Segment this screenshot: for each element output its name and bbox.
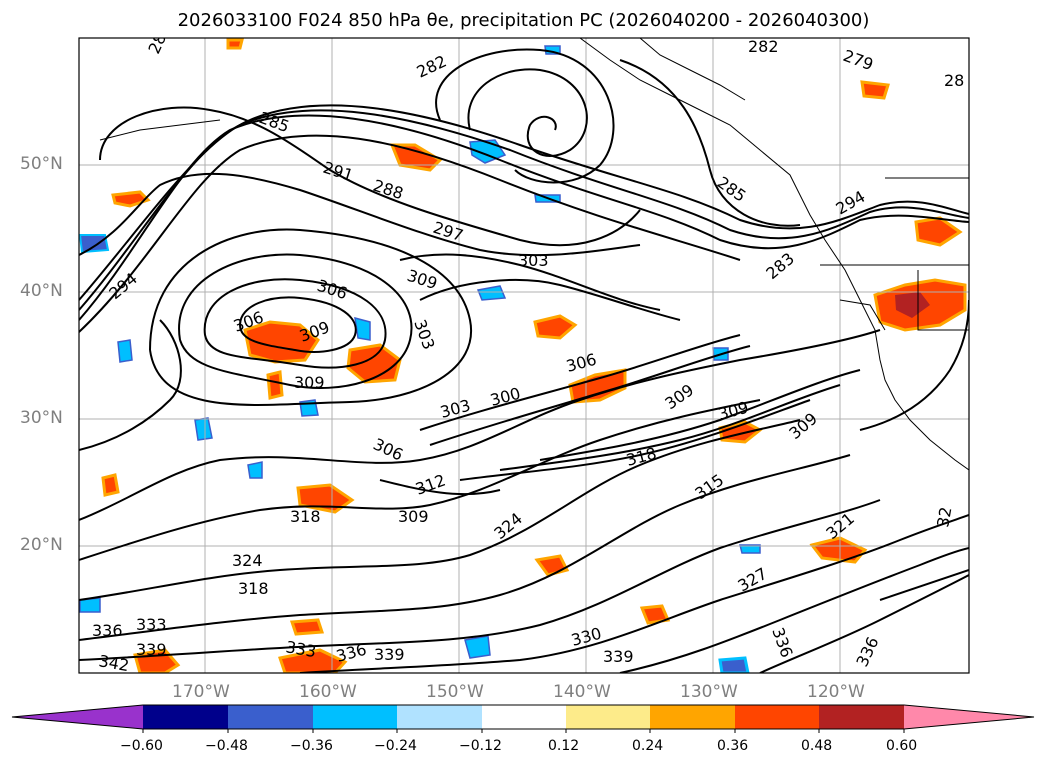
colorbar-tick: −0.12 [459,738,502,754]
lat-label-40n: 40°N [20,281,63,301]
precip-patch [266,370,284,400]
contour-label: 28 [944,71,964,90]
colorbar-segment [566,705,650,729]
lon-label-150w: 150°W [426,682,484,702]
contour-label: 324 [232,551,263,570]
colorbar-segment [482,705,566,729]
contour-label: 303 [518,251,549,270]
colorbar-segment [397,705,482,729]
colorbar-tick: −0.48 [205,738,248,754]
precip-patch [101,473,120,497]
contour-label: 282 [748,37,779,56]
precip-patch [739,544,761,554]
contour-label: 339 [374,645,405,664]
precip-patch [718,656,750,673]
lat-label-50n: 50°N [20,154,63,174]
precip-patch [289,618,325,636]
lon-label-140w: 140°W [553,682,611,702]
precip-patch [476,285,507,301]
contour-label: 336 [92,621,123,640]
colorbar-tick: −0.36 [290,738,333,754]
colorbar-segment [228,705,313,729]
contour-label: 318 [238,579,269,598]
precip-patch [895,292,930,318]
colorbar-extend-low [12,705,143,729]
precip-patches [79,38,967,673]
map-title: 2026033100 F024 850 hPa θe, precipitatio… [0,10,1047,31]
plot-area: 285 279 282 282 285 291 288 297 285 294 … [79,37,969,675]
coastlines [99,38,969,471]
contour-label: 309 [398,507,429,526]
precip-patch [533,314,578,340]
colorbar-segment [735,705,819,729]
precip-patch [639,604,671,625]
colorbar-tick: 0.12 [548,738,580,754]
lon-label-130w: 130°W [680,682,738,702]
colorbar-tick: 0.60 [886,738,918,754]
colorbar-tick: 0.48 [801,738,833,754]
colorbar-segment [819,705,904,729]
colorbar-segment [313,705,397,729]
contour-label: 309 [294,373,325,392]
contour-label: 333 [136,615,167,634]
precip-patch [243,320,320,364]
colorbar-tick: 0.36 [717,738,749,754]
precip-patch [354,316,371,341]
colorbar-extend-high [904,705,1034,729]
colorbar [11,704,1035,733]
contour-label: 342 [97,651,130,675]
contour-label: 339 [136,640,167,659]
lon-label-160w: 160°W [299,682,357,702]
precip-patch [278,648,348,673]
lat-label-30n: 30°N [20,408,63,428]
title-text: 2026033100 F024 850 hPa θe, precipitatio… [177,10,870,31]
colorbar-segment [650,705,735,729]
precip-patch [226,38,244,50]
precip-patch [346,343,402,384]
precip-patch [860,80,890,100]
colorbar-segment [143,705,228,729]
contour-label: 32 [933,505,955,528]
lat-label-20n: 20°N [20,535,63,555]
precip-patch [117,339,133,363]
plot-frame [78,37,970,674]
precip-patch [809,536,868,564]
lon-label-120w: 120°W [807,682,865,702]
precip-patch [247,461,263,479]
colorbar-tick: −0.60 [120,738,163,754]
precip-patch [464,635,491,659]
precip-patch [111,190,151,208]
theta-e-contours [79,48,969,673]
precip-patch [296,483,355,514]
colorbar-tick: −0.24 [374,738,417,754]
contour-label: 339 [603,647,634,666]
contour-label: 318 [290,507,321,526]
colorbar-tick: 0.24 [632,738,664,754]
precip-patch [79,234,110,254]
lon-label-170w: 170°W [172,682,230,702]
